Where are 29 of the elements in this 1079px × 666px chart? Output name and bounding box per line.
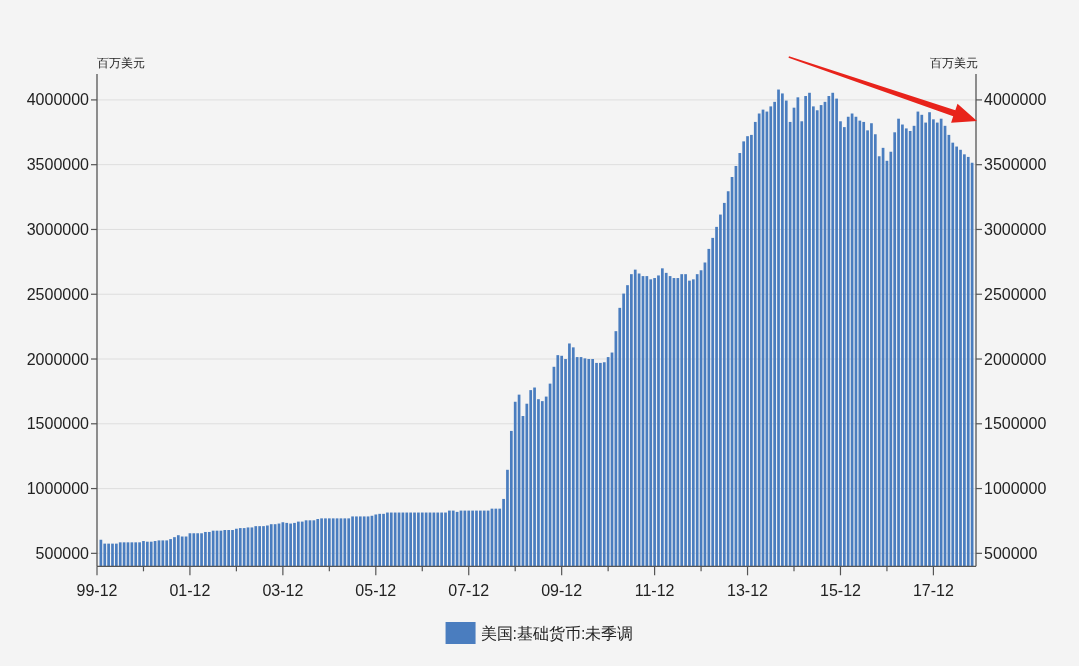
x-tick-label: 11-12 <box>634 582 675 600</box>
y2-tick-label: 3500000 <box>984 156 1047 174</box>
y2-tick-label: 1000000 <box>984 480 1047 498</box>
y2-tick-label: 500000 <box>984 544 1038 562</box>
x-tick-label: 09-12 <box>541 582 583 600</box>
y2-tick-label: 4000000 <box>984 91 1047 109</box>
y2-tick-label: 1500000 <box>984 415 1047 433</box>
y-tick-label: 2500000 <box>26 285 90 303</box>
y2-axis-title: 百万美元 <box>930 56 978 70</box>
y-tick-label: 1000000 <box>26 480 90 498</box>
x-tick-label: 07-12 <box>448 582 490 600</box>
y-tick-label: 3500000 <box>26 156 90 174</box>
y-tick-label: 3000000 <box>26 220 90 238</box>
x-tick-label: 17-12 <box>912 582 954 600</box>
y-tick-label: 2000000 <box>26 350 90 368</box>
x-tick-label: 99-12 <box>76 582 118 600</box>
y2-tick-label: 2000000 <box>984 350 1047 368</box>
x-tick-label: 03-12 <box>262 582 304 600</box>
y-tick-label: 500000 <box>35 544 90 562</box>
x-tick-label: 13-12 <box>727 582 769 600</box>
legend-label: 美国:基础货币:未季调 <box>480 624 634 642</box>
y2-tick-label: 2500000 <box>984 285 1047 303</box>
y2-tick-label: 3000000 <box>984 220 1047 238</box>
y-tick-label: 4000000 <box>26 91 90 109</box>
x-tick-label: 15-12 <box>820 582 862 600</box>
y-tick-label: 1500000 <box>26 415 90 433</box>
x-tick-label: 01-12 <box>169 582 211 600</box>
x-tick-label: 05-12 <box>355 582 397 600</box>
y-axis-title: 百万美元 <box>97 56 145 70</box>
